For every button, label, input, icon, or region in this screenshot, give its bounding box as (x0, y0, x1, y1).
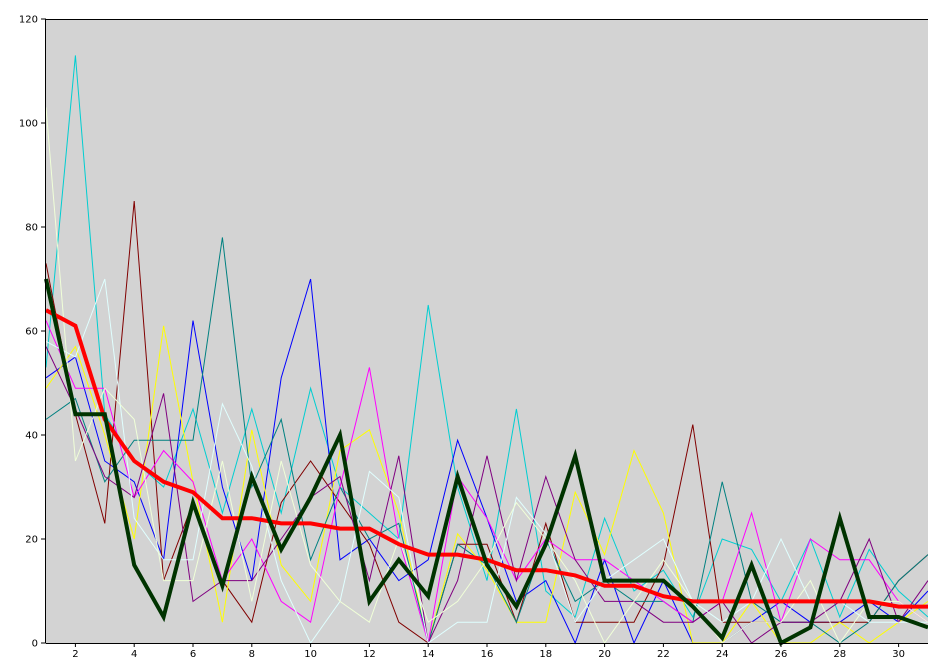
y-tick-label: 0 (32, 639, 38, 650)
y-tick-label: 80 (25, 223, 38, 234)
x-tick-label: 30 (892, 649, 905, 660)
x-tick-label: 2 (72, 649, 78, 660)
x-tick-label: 6 (190, 649, 196, 660)
x-tick-label: 18 (539, 649, 552, 660)
y-tick-label: 40 (25, 431, 38, 442)
x-tick-label: 24 (716, 649, 729, 660)
series-line-8 (45, 278, 928, 644)
y-tick-label: 20 (25, 535, 38, 546)
y-tick-label: 100 (19, 119, 38, 130)
x-tick-label: 12 (363, 649, 376, 660)
y-tick-label: 60 (25, 327, 38, 338)
x-tick-label: 4 (131, 649, 137, 660)
plot-area (46, 19, 928, 643)
x-tick-label: 8 (249, 649, 255, 660)
y-tick-label: 120 (19, 15, 38, 26)
x-tick-label: 14 (422, 649, 435, 660)
x-tick-label: 26 (775, 649, 788, 660)
x-tick-label: 16 (481, 649, 494, 660)
x-tick-label: 10 (304, 649, 317, 660)
x-tick-label: 22 (657, 649, 670, 660)
x-tick-label: 28 (833, 649, 846, 660)
x-tick-label: 20 (598, 649, 611, 660)
